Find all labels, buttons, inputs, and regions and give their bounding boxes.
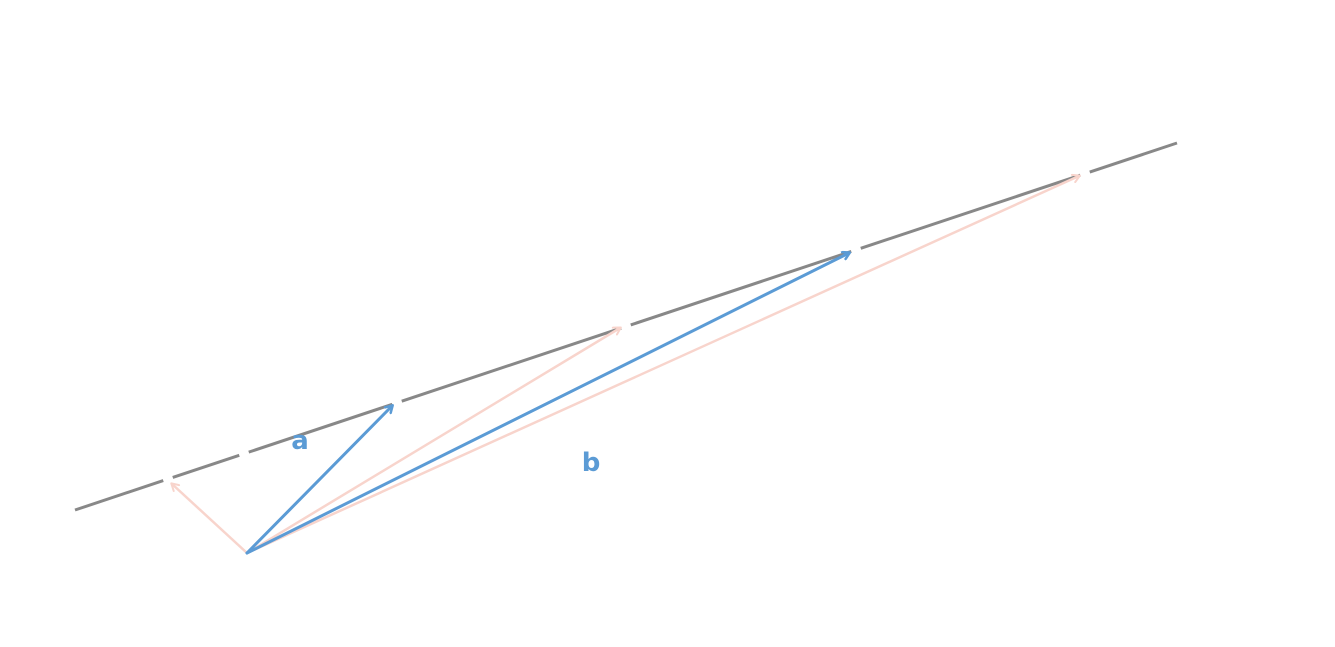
span-line-segment	[401, 326, 622, 403]
span-line-segment	[248, 402, 393, 454]
vector-b-arrow	[245, 253, 849, 555]
span-line-segment	[630, 250, 852, 327]
span-line-segment	[172, 453, 240, 479]
span-line-segment	[1089, 141, 1178, 174]
vector-a-label: a	[291, 426, 309, 456]
vector-a-arrow	[245, 406, 392, 555]
faded-vector-3-arrow	[245, 173, 1081, 555]
span-line-segment	[74, 479, 164, 512]
faded-vector-2-arrow	[245, 326, 622, 555]
faded-vector-1-arrow	[170, 482, 249, 555]
span-line	[74, 141, 1178, 512]
span-line-segment	[860, 173, 1081, 250]
vector-b-label: b	[582, 448, 601, 478]
vectors	[170, 173, 1081, 555]
